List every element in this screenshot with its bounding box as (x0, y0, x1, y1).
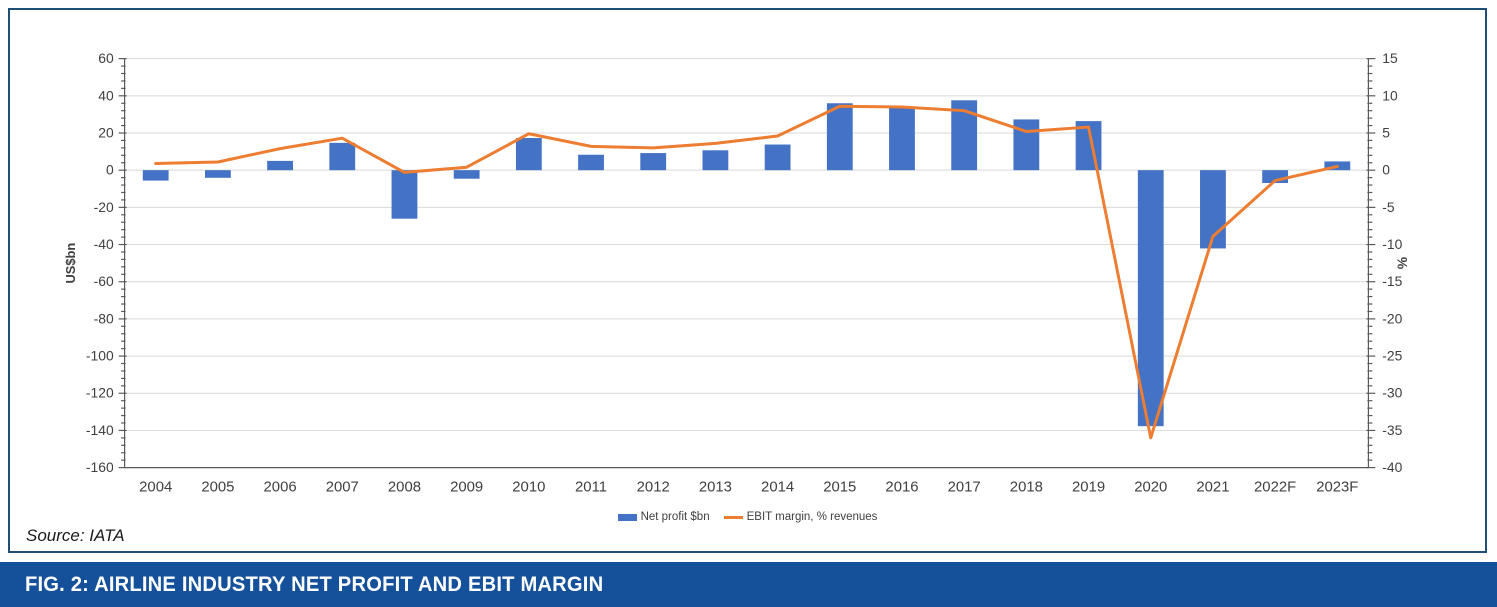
bar-series-swatch-icon (617, 513, 637, 521)
right-axis-tick-label: -25 (1382, 348, 1402, 364)
bar-2015 (826, 103, 853, 171)
x-axis-label-2020: 2020 (1134, 479, 1167, 495)
line-series-swatch-icon (723, 515, 743, 519)
x-axis-label-2023F: 2023F (1316, 479, 1358, 495)
x-axis-label-2006: 2006 (264, 479, 297, 495)
legend-label-ebit-margin: EBIT margin, % revenues (746, 511, 878, 523)
left-axis-tick-label: -40 (94, 236, 114, 252)
chart-legend: Net profit $bn EBIT margin, % revenues (10, 511, 1485, 523)
ebit-margin-line (154, 104, 1339, 440)
x-axis-label-2009: 2009 (450, 479, 483, 495)
x-axis-label-2014: 2014 (761, 479, 794, 495)
bar-2005 (204, 170, 231, 178)
right-axis-tick-label: 15 (1382, 50, 1398, 66)
x-axis-label-2018: 2018 (1010, 479, 1043, 495)
x-axis-label-2016: 2016 (885, 479, 918, 495)
right-axis-tick-label: -40 (1382, 459, 1402, 475)
x-axis-label-2010: 2010 (512, 479, 545, 495)
source-note: Source: IATA (26, 526, 125, 545)
left-axis-tick-label: -20 (94, 199, 114, 215)
right-axis-tick-label: 0 (1382, 162, 1390, 178)
combo-chart: 6040200-20-40-60-80-100-120-140-16015105… (63, 50, 1410, 495)
chart-panel: 60 40 20 0 -20 -40 -60 -80 -100 -120 -140 -160 15 10 5… (8, 8, 1487, 553)
legend-item-ebit-margin: EBIT margin, % revenues (723, 511, 878, 523)
right-axis-tick-label: 5 (1382, 124, 1390, 140)
right-axis-tick-label: -5 (1382, 199, 1395, 215)
x-axis-label-2013: 2013 (699, 479, 732, 495)
x-axis-label-2019: 2019 (1072, 479, 1105, 495)
x-axis-label-2004: 2004 (139, 479, 172, 495)
x-axis-label-2015: 2015 (823, 479, 856, 495)
x-axis-label-2007: 2007 (326, 479, 359, 495)
figure-caption: FIG. 2: AIRLINE INDUSTRY NET PROFIT AND … (24, 572, 604, 596)
left-axis-tick-label: -100 (86, 348, 114, 364)
x-axis-label-2021: 2021 (1196, 479, 1229, 495)
bar-2011 (578, 154, 604, 171)
bar-2012 (640, 153, 667, 171)
x-axis-label-2005: 2005 (201, 479, 234, 495)
right-axis-tick-label: 10 (1382, 87, 1398, 103)
left-axis-tick-label: -160 (86, 459, 114, 475)
legend-item-net-profit: Net profit $bn (617, 511, 710, 523)
x-axis-label-2012: 2012 (637, 479, 670, 495)
right-axis-tick-label: -20 (1382, 310, 1402, 326)
bar-2020 (1137, 170, 1164, 427)
x-axis-label-2017: 2017 (948, 479, 981, 495)
figure-caption-bar: FIG. 2: AIRLINE INDUSTRY NET PROFIT AND … (0, 562, 1497, 607)
x-axis-label-2011: 2011 (575, 479, 607, 495)
bar-2009 (453, 170, 480, 179)
left-axis-tick-label: -80 (94, 310, 114, 326)
left-axis-title: US$bn (63, 243, 78, 284)
right-axis-title: % (1394, 257, 1410, 269)
left-axis-tick-label: 60 (98, 50, 114, 66)
bar-2016 (889, 106, 915, 171)
x-axis-label-2022F: 2022F (1254, 479, 1296, 495)
left-axis-tick-label: 0 (106, 162, 114, 178)
left-axis-tick-label: 20 (98, 124, 114, 140)
x-axis-label-2008: 2008 (388, 479, 421, 495)
bar-2006 (267, 160, 293, 171)
bar-2010 (515, 138, 542, 171)
bar-2004 (142, 170, 169, 181)
right-axis-tick-label: -15 (1382, 273, 1402, 289)
left-axis-tick-label: -120 (86, 385, 114, 401)
bar-2013 (702, 150, 729, 171)
left-axis-tick-label: -60 (94, 273, 114, 289)
right-axis-tick-label: -30 (1382, 385, 1402, 401)
bar-2014 (764, 144, 791, 171)
right-axis-tick-label: -10 (1382, 236, 1402, 252)
right-axis-tick-label: -35 (1382, 422, 1402, 438)
legend-label-net-profit: Net profit $bn (640, 511, 710, 523)
bar-2007 (329, 142, 356, 171)
bar-2008 (391, 170, 418, 219)
left-axis-tick-label: 40 (98, 87, 114, 103)
left-axis-tick-label: -140 (86, 422, 114, 438)
